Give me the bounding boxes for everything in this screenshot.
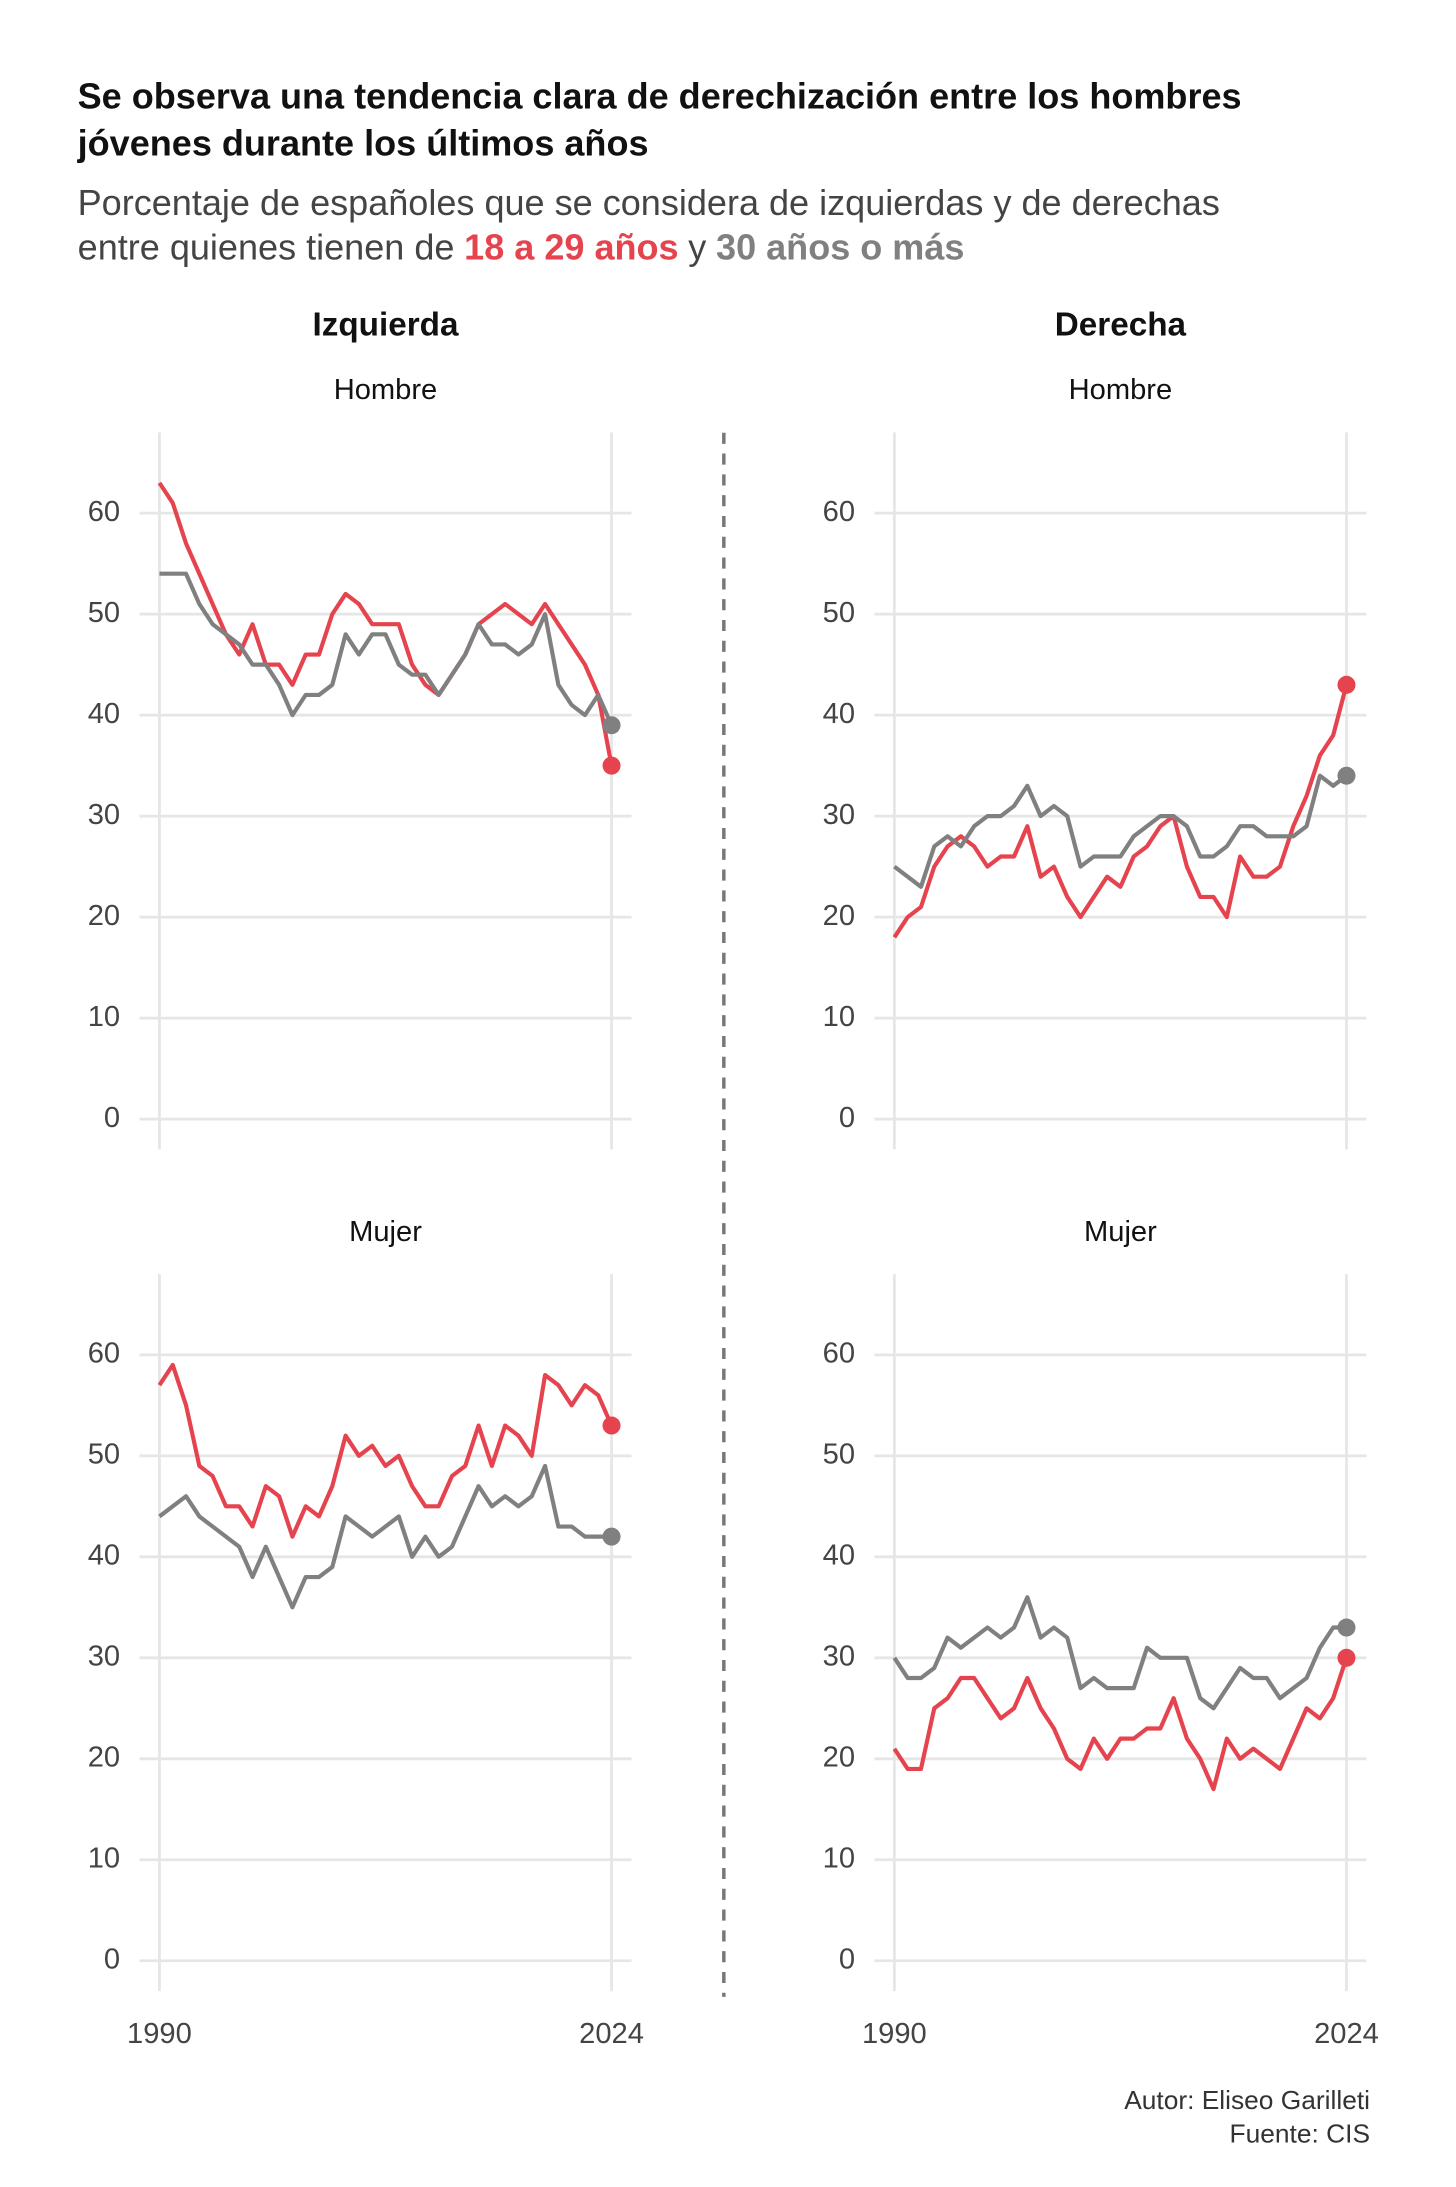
title-line: Se observa una tendencia clara de derech… (78, 75, 1242, 116)
y-tick-label: 30 (823, 1641, 855, 1673)
series-line (892, 1657, 1349, 1792)
y-tick-label: 50 (88, 1439, 120, 1471)
y-tick-label: 20 (823, 1741, 855, 1773)
end-point (602, 1527, 621, 1546)
column-header: Izquierda (312, 307, 459, 344)
series-line (892, 1595, 1347, 1711)
y-tick-label: 0 (839, 1943, 855, 1975)
panel-subtitle: Hombre (334, 374, 438, 406)
y-tick-label: 60 (88, 1338, 120, 1370)
y-tick-label: 0 (839, 1102, 855, 1134)
end-point (602, 1416, 621, 1435)
end-point (1337, 766, 1356, 785)
y-tick-label: 10 (88, 1001, 120, 1033)
end-point (1337, 1618, 1356, 1637)
y-tick-label: 0 (104, 1102, 120, 1134)
y-tick-label: 20 (823, 900, 855, 932)
series-line (158, 1463, 612, 1610)
y-tick-label: 20 (88, 1741, 120, 1773)
end-point (602, 756, 621, 775)
y-tick-label: 40 (88, 698, 120, 730)
subtitle-line: entre quienes tienen de 18 a 29 años y 30 a… (78, 226, 965, 267)
x-tick-label: 2024 (579, 2018, 644, 2050)
panel-subtitle: Mujer (1084, 1216, 1157, 1248)
legend-entry: 18 a 29 años (464, 226, 678, 267)
y-tick-label: 0 (104, 1943, 120, 1975)
series-line (159, 571, 614, 727)
y-tick-label: 40 (823, 1540, 855, 1572)
y-tick-label: 10 (823, 1001, 855, 1033)
y-tick-label: 10 (823, 1842, 855, 1874)
y-tick-label: 10 (88, 1842, 120, 1874)
subtitle-line: Porcentaje de españoles que se considera… (78, 182, 1220, 223)
y-tick-label: 60 (823, 1338, 855, 1370)
x-tick-label: 1990 (127, 2018, 192, 2050)
title-line: jóvenes durante los últimos años (77, 122, 649, 163)
y-tick-label: 30 (88, 799, 120, 831)
end-point (602, 716, 621, 735)
y-tick-label: 50 (823, 1439, 855, 1471)
panel-subtitle: Hombre (1069, 374, 1173, 406)
panel-subtitle: Mujer (349, 1216, 422, 1248)
series-line (157, 481, 614, 766)
y-tick-label: 40 (88, 1540, 120, 1572)
y-tick-label: 60 (88, 496, 120, 528)
end-point (1337, 1648, 1356, 1667)
y-tick-label: 30 (88, 1641, 120, 1673)
subtitle-text: y (688, 226, 706, 267)
y-tick-label: 20 (88, 900, 120, 932)
y-tick-label: 60 (823, 496, 855, 528)
series-line (892, 684, 1349, 939)
series-line (157, 1362, 614, 1539)
column-header: Derecha (1055, 307, 1187, 344)
x-tick-label: 1990 (862, 2018, 927, 2050)
legend-entry: 30 años o más (716, 226, 964, 267)
x-tick-label: 2024 (1314, 2018, 1379, 2050)
subtitle-text: entre quienes tienen de (78, 226, 455, 267)
y-tick-label: 50 (823, 597, 855, 629)
end-point (1337, 675, 1356, 694)
credit: Autor: Eliseo Garilleti (1124, 2085, 1370, 2115)
series-line (893, 773, 1348, 889)
y-tick-label: 40 (823, 698, 855, 730)
y-tick-label: 50 (88, 597, 120, 629)
credit: Fuente: CIS (1230, 2119, 1371, 2149)
y-tick-label: 30 (823, 799, 855, 831)
